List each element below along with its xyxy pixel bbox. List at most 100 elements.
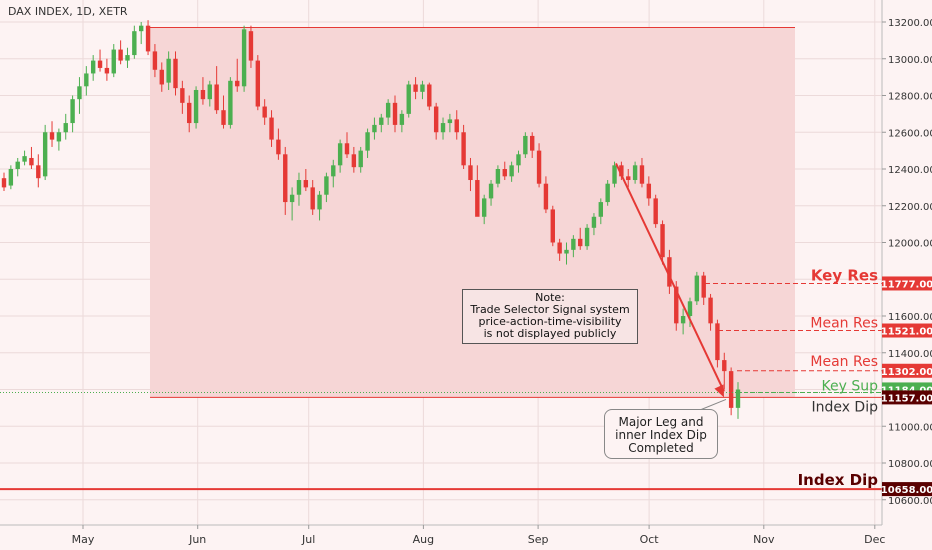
y-tick-label: 12000.00 — [888, 239, 932, 250]
candle-body — [159, 69, 164, 85]
candle-body — [255, 60, 261, 107]
candle-body — [22, 156, 27, 162]
y-tick-label: 10800.00 — [888, 459, 932, 470]
candle-body — [530, 135, 535, 151]
candle-body — [132, 31, 137, 56]
candle-body — [56, 132, 62, 142]
level-name: Index Dip — [798, 471, 879, 489]
x-tick-label: Aug — [413, 533, 434, 546]
candle-body — [447, 119, 453, 124]
candle-body — [591, 216, 597, 228]
y-tick-label: 10600.00 — [888, 496, 932, 507]
price-tag-box — [882, 363, 932, 378]
candle-body — [639, 165, 645, 184]
candle-body — [36, 165, 41, 179]
candle-body — [715, 323, 720, 361]
candle-body — [118, 49, 123, 61]
candle-body — [358, 150, 363, 168]
candle-body — [248, 31, 254, 61]
level-name: Mean Res — [810, 316, 878, 332]
chart-title: DAX INDEX, 1D, XETR — [8, 5, 128, 18]
candle-body — [392, 102, 398, 125]
candle-body — [598, 202, 604, 217]
y-tick-label: 11400.00 — [888, 349, 932, 360]
candle-body — [365, 132, 370, 151]
note-line: is not displayed publicly — [483, 327, 617, 340]
candle-body — [571, 238, 576, 250]
y-tick-label: 12200.00 — [888, 202, 932, 213]
candle-body — [317, 194, 322, 210]
y-tick-label: 12400.00 — [888, 165, 932, 176]
y-tick-label: 12600.00 — [888, 128, 932, 139]
candle-body — [516, 154, 521, 166]
candles — [1, 20, 741, 419]
candle-body — [207, 84, 212, 100]
note-box: Note: Trade Selector Signal system price… — [462, 289, 638, 344]
candle-body — [63, 123, 68, 133]
candle-body — [331, 165, 336, 177]
x-tick-label: Oct — [640, 533, 660, 546]
candle-body — [509, 165, 514, 177]
candle-body — [413, 84, 418, 92]
price-tag-label: 10658.00 — [881, 485, 932, 496]
x-tick-label: May — [72, 533, 95, 546]
level-name: Key Res — [811, 266, 878, 284]
y-tick-label: 11000.00 — [888, 422, 932, 433]
candle-body — [433, 106, 439, 133]
candle-body — [289, 194, 295, 203]
candle-body — [29, 157, 34, 166]
price-tag-box — [882, 482, 932, 497]
candle-body — [605, 183, 610, 203]
candle-body — [77, 86, 82, 100]
candle-body — [111, 49, 116, 74]
note-line: price-action-time-visibility — [478, 315, 622, 328]
candle-body — [269, 117, 274, 140]
candle-body — [49, 132, 55, 140]
price-tag-label: 11302.00 — [881, 367, 932, 378]
candle-body — [536, 150, 542, 184]
note-line: Trade Selector Signal system — [470, 303, 630, 316]
candle-body — [481, 198, 487, 217]
candle-body — [406, 84, 411, 114]
candle-body — [303, 180, 309, 188]
candle-body — [324, 176, 329, 195]
price-tag-box — [882, 323, 932, 338]
candle-body — [138, 25, 144, 32]
candle-body — [193, 89, 199, 124]
candle-body — [626, 176, 631, 181]
candle-body — [653, 198, 658, 225]
candle-body — [440, 123, 446, 133]
candle-body — [495, 169, 501, 184]
candle-body — [578, 238, 583, 247]
callout-box: Major Leg and inner Index Dip Completed — [604, 409, 718, 459]
x-axis-background — [0, 525, 882, 550]
levels: Key Res Mean Res Mean Res Key Sup Index Dip I… — [0, 266, 882, 491]
candle-body — [680, 316, 686, 324]
major-leg-arrowhead — [714, 384, 724, 398]
candle-body — [125, 55, 130, 61]
candle-body — [1, 178, 7, 188]
candle-body — [173, 58, 178, 89]
callout-line: Completed — [628, 441, 694, 455]
candle-body — [241, 29, 247, 87]
candle-body — [296, 180, 302, 195]
candle-body — [619, 165, 624, 177]
candle-body — [372, 124, 377, 133]
candle-body — [468, 165, 473, 181]
x-axis: May Jun Jul Aug Sep Oct Nov Dec — [72, 525, 885, 546]
candle-body — [475, 180, 480, 217]
candle-body — [337, 143, 343, 166]
level-tags: 11777.0011521.0011302.0011184.0011157.00… — [881, 276, 932, 497]
candle-body — [385, 102, 391, 118]
x-tick-label: Nov — [753, 533, 775, 546]
candle-body — [399, 113, 405, 125]
y-tick-label: 12800.00 — [888, 92, 932, 103]
candle-body — [557, 242, 562, 254]
candle-body — [488, 183, 494, 199]
y-tick-label: 13200.00 — [888, 18, 932, 29]
candle-body — [701, 275, 706, 298]
x-tick-label: Jul — [301, 533, 315, 546]
candle-body — [379, 117, 384, 125]
y-axis-background — [882, 0, 932, 550]
